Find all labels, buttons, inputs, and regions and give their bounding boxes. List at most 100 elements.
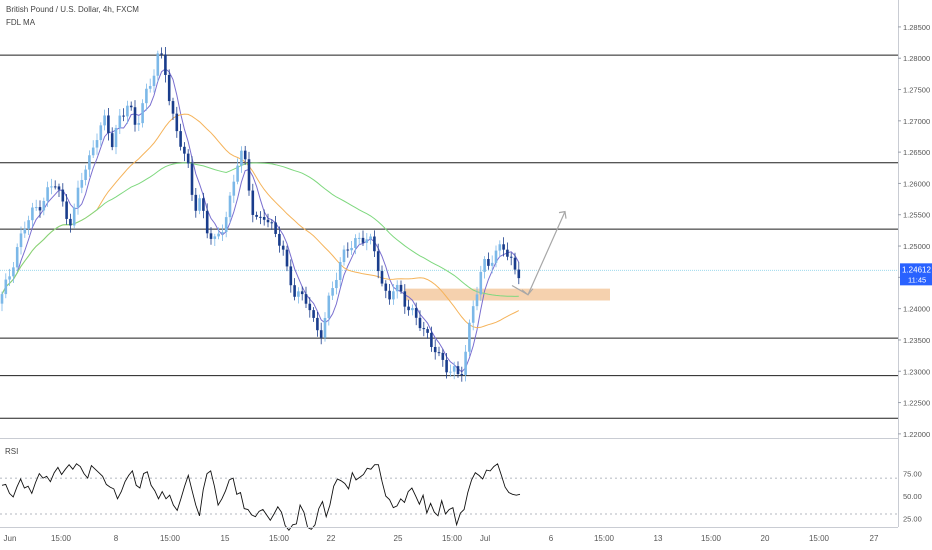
candle-65 — [247, 151, 251, 196]
candle-body — [452, 366, 456, 372]
rsi-pane: RSI — [0, 447, 898, 531]
candle-body — [490, 262, 494, 266]
time-label-4: 15 — [221, 534, 230, 543]
candle-130 — [494, 245, 498, 268]
candle-30 — [114, 124, 118, 155]
candle-body — [430, 332, 433, 347]
candle-34 — [129, 101, 133, 111]
candle-4 — [15, 243, 19, 272]
candle-body — [388, 290, 391, 300]
candle-body — [213, 236, 217, 239]
candle-83 — [316, 312, 319, 337]
candle-body — [103, 115, 106, 126]
candle-117 — [445, 352, 448, 379]
candle-body — [445, 359, 448, 373]
time-label-14: 20 — [761, 534, 770, 543]
candle-body — [300, 291, 304, 295]
candle-body — [34, 207, 38, 209]
candle-49 — [186, 149, 190, 168]
candle-body — [456, 366, 460, 375]
candle-61 — [232, 174, 236, 203]
candle-body — [506, 249, 509, 257]
candle-3 — [12, 261, 15, 284]
candle-body — [483, 259, 486, 272]
candle-body — [129, 105, 133, 108]
candle-body — [243, 150, 247, 160]
time-label-16: 27 — [870, 534, 879, 543]
time-label-12: 13 — [654, 534, 663, 543]
candle-91 — [346, 242, 350, 258]
candle-body — [38, 207, 42, 211]
projection-arrow — [511, 210, 567, 296]
candle-body — [262, 216, 266, 220]
candle-body — [107, 115, 110, 134]
candle-body — [61, 189, 65, 202]
candle-body — [179, 131, 182, 147]
candle-body — [152, 75, 156, 87]
candle-body — [498, 244, 502, 251]
candle-body — [23, 228, 27, 234]
candle-body — [502, 244, 505, 250]
candles — [0, 46, 521, 382]
candle-body — [407, 306, 410, 311]
candle-body — [76, 187, 80, 208]
candle-68 — [259, 211, 262, 225]
price-tick-label-5: 1.26000 — [903, 179, 930, 188]
candle-95 — [361, 230, 365, 247]
candle-body — [319, 330, 323, 338]
candle-131 — [498, 240, 502, 257]
candle-body — [517, 269, 521, 279]
candle-body — [72, 207, 76, 226]
rsi-tick-label-0: 75.00 — [903, 470, 922, 479]
candle-48 — [183, 142, 186, 162]
candle-92 — [350, 240, 353, 255]
candle-body — [513, 257, 517, 270]
candle-77 — [293, 278, 296, 301]
price-tick-label-7: 1.25000 — [903, 242, 930, 251]
candle-body — [422, 328, 426, 330]
candle-53 — [202, 192, 205, 219]
candle-body — [312, 310, 315, 318]
candle-14 — [53, 180, 57, 190]
candle-body — [156, 53, 160, 76]
candle-body — [202, 198, 205, 211]
candle-129 — [490, 255, 494, 274]
candle-123 — [468, 319, 471, 356]
candle-body — [190, 163, 194, 195]
candle-body — [42, 200, 46, 211]
candle-21 — [80, 172, 84, 194]
candle-134 — [509, 252, 513, 266]
candle-body — [392, 291, 395, 300]
price-tick-label-0: 1.28500 — [903, 23, 930, 32]
candle-50 — [190, 156, 194, 202]
candle-41 — [156, 50, 160, 83]
candle-body — [57, 186, 61, 190]
candle-body — [224, 217, 228, 233]
ma-slow-line — [1, 162, 519, 297]
candle-101 — [384, 280, 388, 299]
rsi-tick-label-1: 50.00 — [903, 492, 922, 501]
candle-84 — [319, 322, 323, 345]
candle-body — [475, 294, 479, 307]
candle-46 — [175, 106, 179, 138]
candle-body — [50, 186, 53, 188]
candle-27 — [103, 109, 106, 131]
candle-69 — [262, 209, 266, 226]
candle-44 — [167, 69, 171, 106]
candle-114 — [433, 339, 437, 360]
projection-arrowhead — [558, 210, 567, 219]
candle-body — [251, 190, 255, 215]
candle-96 — [365, 232, 369, 251]
indicator-label: FDL MA — [6, 18, 36, 27]
price-badge — [900, 263, 932, 286]
candle-128 — [487, 252, 490, 270]
candle-94 — [357, 232, 361, 246]
candle-body — [327, 295, 331, 318]
candle-5 — [19, 226, 23, 255]
candle-39 — [148, 78, 152, 93]
candle-113 — [430, 326, 433, 352]
time-label-10: 6 — [549, 534, 554, 543]
candle-body — [403, 291, 407, 307]
